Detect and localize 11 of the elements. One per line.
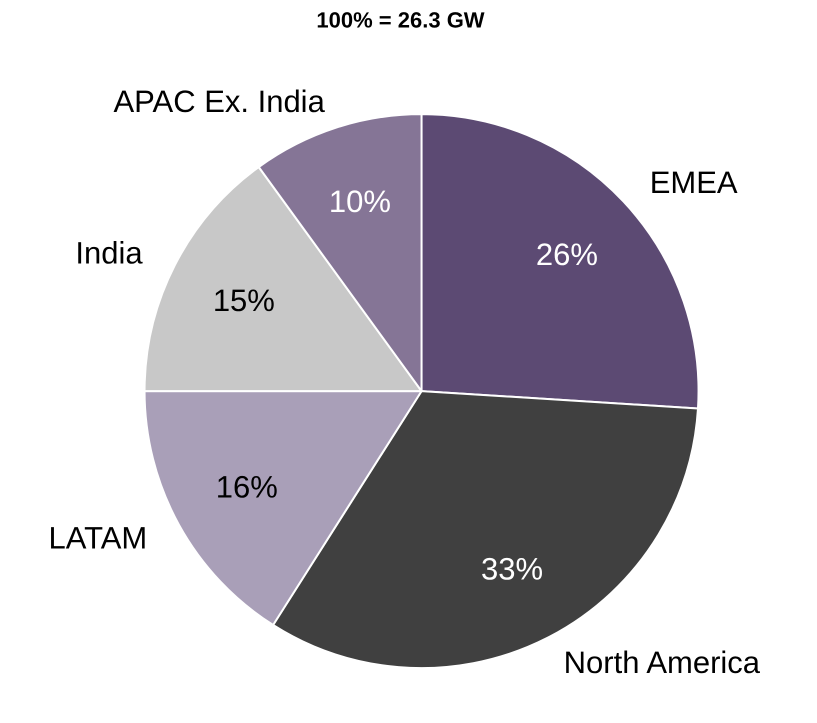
chart-title: 100% = 26.3 GW (316, 8, 485, 32)
data-label: 33% (481, 551, 544, 586)
data-label: 15% (212, 283, 275, 318)
slice-label: India (75, 235, 144, 270)
data-label: 10% (328, 184, 391, 219)
slice-label: EMEA (650, 165, 738, 200)
slice-label: LATAM (48, 520, 148, 556)
data-label: 26% (536, 237, 598, 272)
slice-label: APAC Ex. India (113, 84, 326, 119)
data-label: 16% (216, 470, 278, 505)
slice-label: North America (564, 645, 761, 680)
